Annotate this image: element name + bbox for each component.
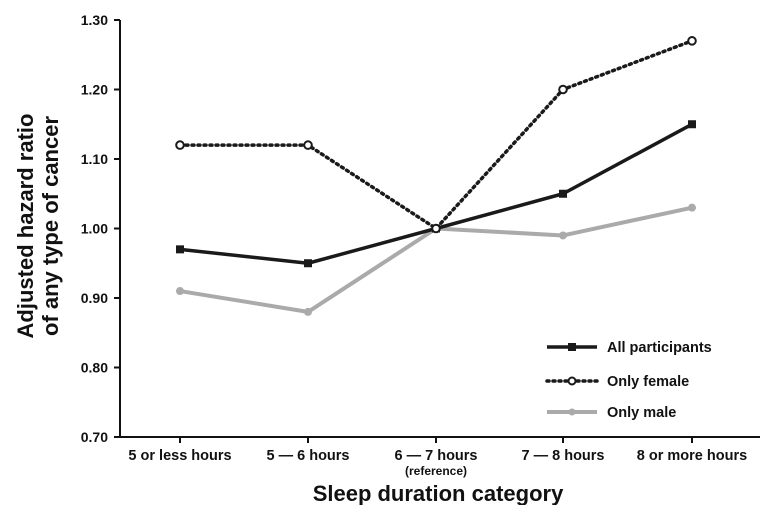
series-line — [179, 205, 693, 314]
legend-label: Only male — [607, 405, 676, 421]
legend-item: All participants — [547, 340, 712, 356]
y-tick-label: 0.80 — [81, 360, 108, 376]
x-ticks: 5 or less hours 5 — 6 hours 6 — 7 hours(re… — [128, 437, 747, 478]
data-point — [431, 223, 441, 234]
series-all-participants — [176, 120, 696, 268]
data-point — [303, 140, 313, 150]
x-axis-title: Sleep duration category — [313, 481, 564, 505]
x-tick-label: 7 — 8 hours — [522, 448, 605, 464]
series-group — [175, 36, 697, 316]
data-point — [176, 287, 184, 296]
legend-label: All participants — [607, 340, 712, 356]
legend-item: Only male — [547, 405, 676, 421]
data-point — [687, 36, 697, 46]
legend-marker — [568, 408, 576, 416]
y-ticks: 0.70 0.80 0.90 1.00 1.10 1.20 1.30 — [81, 12, 120, 445]
series-only-male — [176, 203, 696, 316]
data-point — [688, 120, 696, 129]
y-tick-label: 1.10 — [81, 151, 108, 167]
data-point — [688, 203, 696, 212]
y-tick-label: 0.90 — [81, 290, 108, 306]
x-tick-label: 5 — 6 hours — [267, 448, 350, 464]
x-tick-label: 6 — 7 hours — [395, 448, 478, 464]
data-point — [175, 140, 185, 150]
x-tick-label: 5 or less hours — [128, 448, 231, 464]
y-tick-label: 0.70 — [81, 429, 108, 445]
y-tick-label: 1.00 — [81, 221, 108, 237]
legend-label: Only female — [607, 374, 689, 390]
data-point — [176, 245, 184, 254]
data-point — [304, 307, 312, 316]
series-line — [178, 39, 694, 231]
data-point — [558, 84, 568, 95]
legend-item: Only female — [545, 374, 689, 390]
y-axis-title-line-1: Adjusted hazard ratio — [13, 114, 38, 339]
y-tick-label: 1.20 — [81, 82, 108, 98]
x-tick-label: 8 or more hours — [637, 448, 747, 464]
series-only-female — [175, 36, 697, 234]
x-tick-sublabel: (reference) — [405, 464, 467, 478]
legend-marker — [567, 376, 577, 386]
y-tick-label: 1.30 — [81, 12, 108, 28]
legend: All participants Only female Only male — [545, 340, 712, 421]
data-point — [559, 231, 567, 240]
data-point — [559, 189, 567, 198]
legend-marker — [568, 343, 576, 351]
data-point — [304, 259, 312, 268]
y-axis-title-line-2: of any type of cancer — [38, 116, 63, 337]
